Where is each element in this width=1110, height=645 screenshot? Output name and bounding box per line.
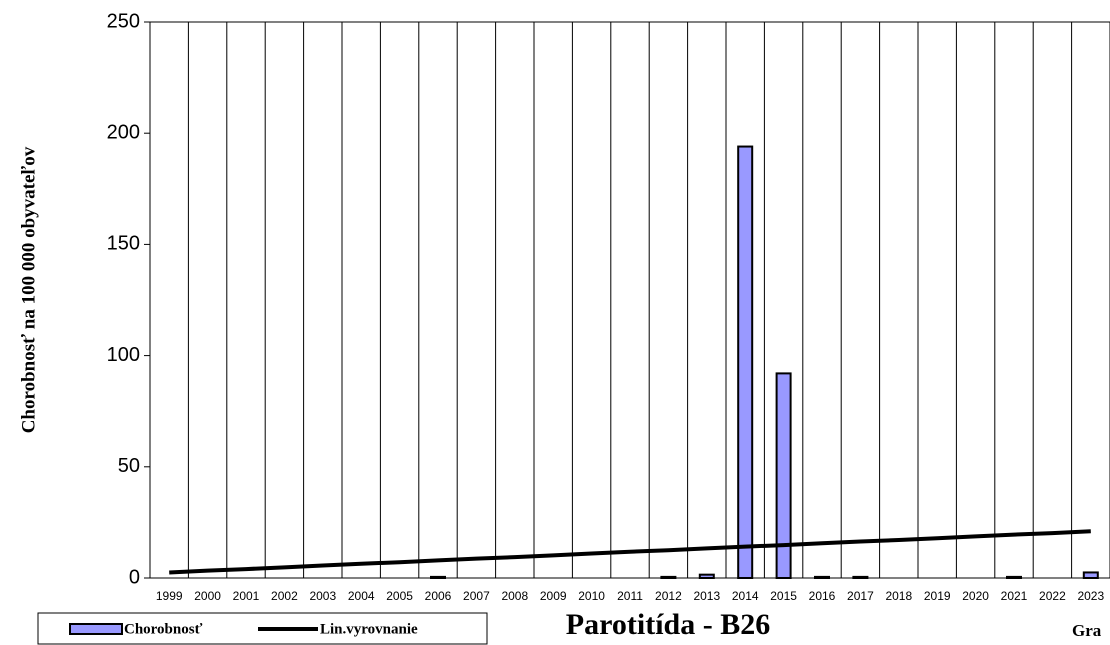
x-tick-label: 2005 <box>386 589 413 603</box>
x-tick-label: 2018 <box>885 589 912 603</box>
chart-title: Parotitída - B26 <box>566 608 770 641</box>
y-tick-label: 150 <box>107 233 140 255</box>
x-tick-label: 2011 <box>617 589 643 603</box>
bar <box>660 575 677 580</box>
bar <box>814 575 830 580</box>
x-tick-label: 2002 <box>271 589 298 603</box>
bar <box>1006 575 1022 580</box>
y-axis-label: Chorobnosť na 100 000 obyvateľov <box>18 146 39 433</box>
annotation: Gra <box>1072 621 1102 640</box>
bar <box>698 573 715 580</box>
x-tick-label: 2009 <box>540 589 567 603</box>
y-tick-label: 200 <box>107 121 140 143</box>
x-tick-label: 2019 <box>924 589 951 603</box>
x-tick-label: 2023 <box>1077 589 1104 603</box>
y-tick-label: 100 <box>107 344 140 366</box>
x-tick-label: 2003 <box>309 589 336 603</box>
legend-label: Chorobnosť <box>124 621 203 637</box>
x-tick-label: 2015 <box>770 589 797 603</box>
y-tick-label: 250 <box>107 10 140 32</box>
bar <box>852 575 869 580</box>
bar <box>430 575 446 580</box>
bar <box>1082 571 1099 580</box>
bar <box>737 145 754 579</box>
x-tick-label: 2016 <box>809 589 836 603</box>
x-tick-label: 2021 <box>1001 589 1028 603</box>
y-tick-label: 50 <box>118 455 140 477</box>
x-tick-label: 2014 <box>732 589 759 603</box>
y-tick-label: 0 <box>129 566 140 588</box>
x-tick-label: 2001 <box>233 589 260 603</box>
x-tick-label: 2012 <box>655 589 682 603</box>
x-tick-label: 2000 <box>194 589 221 603</box>
bar <box>775 372 792 579</box>
x-tick-label: 2022 <box>1039 589 1066 603</box>
x-tick-label: 2007 <box>463 589 490 603</box>
x-tick-label: 1999 <box>156 589 183 603</box>
legend-swatch <box>69 623 123 635</box>
x-tick-label: 2006 <box>425 589 452 603</box>
x-tick-label: 2017 <box>847 589 874 603</box>
x-tick-label: 2010 <box>578 589 605 603</box>
x-tick-label: 2020 <box>962 589 989 603</box>
x-tick-label: 2008 <box>501 589 528 603</box>
x-tick-label: 2013 <box>693 589 720 603</box>
x-tick-label: 2004 <box>348 589 375 603</box>
legend-label: Lin.vyrovnanie <box>320 621 418 637</box>
trend-line <box>169 529 1091 575</box>
